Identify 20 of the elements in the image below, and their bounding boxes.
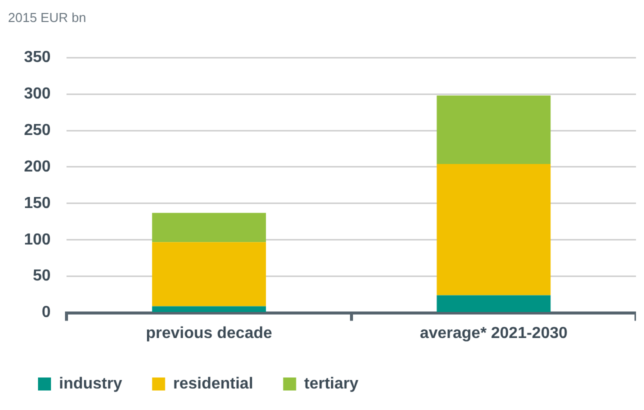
bar — [436, 295, 551, 312]
y-tick-label: 200 — [24, 158, 51, 176]
y-axis-title: 2015 EUR bn — [8, 10, 86, 25]
bar — [436, 96, 551, 164]
bar — [152, 306, 266, 312]
bar — [436, 164, 551, 296]
y-tick-label: 50 — [32, 268, 51, 285]
y-tick-label: 350 — [24, 49, 51, 66]
legend-label: tertiary — [304, 375, 358, 392]
legend-label: residential — [173, 375, 254, 392]
bar — [152, 242, 266, 306]
y-tick-label: 150 — [24, 194, 51, 212]
x-tick-label: previous decade — [146, 324, 272, 342]
y-tick-label: 300 — [24, 85, 51, 102]
x-tick-label: average* 2021-2030 — [420, 324, 568, 342]
bar — [152, 212, 266, 242]
y-tick-label: 100 — [24, 231, 51, 248]
legend-label: industry — [59, 375, 122, 392]
y-tick-label: 250 — [24, 122, 51, 139]
y-tick-label: 0 — [42, 304, 51, 322]
